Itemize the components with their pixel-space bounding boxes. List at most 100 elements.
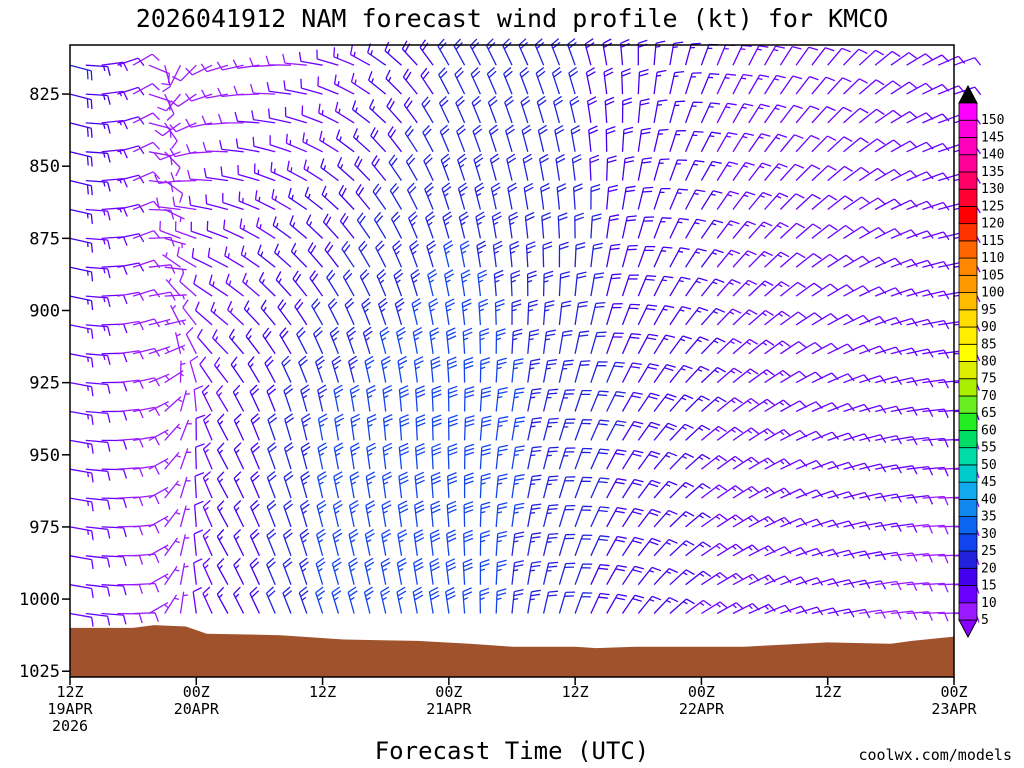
wind-barb-shaft: [272, 216, 292, 239]
wind-barb: [148, 429, 169, 441]
wind-barb-shaft: [364, 355, 375, 383]
wind-barb: [795, 518, 824, 528]
wind-barb-shaft: [313, 326, 324, 355]
wind-barb: [495, 416, 509, 441]
wind-barb-shaft: [764, 546, 792, 557]
wind-barb-shaft: [274, 243, 292, 268]
wind-barb-shaft: [684, 101, 703, 124]
wind-barb-shaft: [199, 356, 213, 383]
wind-barb-shaft: [732, 103, 754, 124]
wind-barb-shaft: [890, 523, 918, 533]
wind-barb: [333, 47, 355, 66]
colorbar-label: 130: [981, 182, 1004, 197]
wind-barb: [101, 148, 128, 159]
wind-barb: [811, 460, 840, 470]
wind-barb-shaft: [402, 68, 418, 95]
wind-barb: [294, 298, 308, 326]
wind-barb-shaft: [431, 414, 442, 441]
wind-barb: [447, 414, 458, 441]
wind-barb: [132, 53, 160, 66]
wind-barb-shaft: [117, 233, 145, 243]
wind-barb-shaft: [485, 38, 497, 66]
wind-barb-shaft: [179, 272, 197, 297]
wind-barb: [495, 357, 507, 383]
wind-barb: [133, 582, 160, 593]
wind-barb: [338, 184, 355, 210]
wind-barb-shaft: [270, 162, 292, 182]
wind-barb-shaft: [827, 254, 855, 268]
wind-barb-shaft: [569, 95, 580, 124]
chart-title: 2026041912 NAM forecast wind profile (kt…: [136, 4, 889, 33]
colorbar-swatch: [958, 361, 978, 380]
wind-barb: [590, 419, 610, 441]
wind-barb: [282, 557, 293, 585]
wind-barb: [764, 74, 786, 95]
wind-barb-shaft: [309, 270, 324, 297]
wind-barb-shaft: [348, 528, 359, 556]
wind-barb-shaft: [653, 597, 679, 614]
wind-barb: [700, 219, 724, 239]
wind-barb: [133, 465, 160, 475]
wind-barb: [356, 212, 371, 239]
wind-barb: [906, 171, 934, 182]
wind-barb-shaft: [859, 609, 886, 619]
wind-barb: [716, 397, 743, 413]
wind-barb: [193, 500, 204, 527]
wind-barb: [242, 272, 260, 297]
wind-barb: [542, 359, 558, 383]
wind-barb: [874, 228, 902, 239]
colorbar-label: 75: [981, 372, 997, 387]
wind-barb: [732, 573, 760, 586]
wind-barb-shaft: [117, 437, 144, 448]
wind-barb-shaft: [331, 557, 342, 585]
wind-barb-shaft: [669, 335, 692, 355]
wind-barb: [621, 97, 632, 123]
wind-barb: [373, 211, 387, 239]
wind-barb: [367, 43, 387, 66]
wind-barb: [300, 442, 311, 470]
wind-barb: [526, 270, 537, 297]
wind-barb: [637, 275, 657, 297]
wind-barb-shaft: [551, 66, 562, 95]
wind-barb: [492, 240, 503, 268]
wind-barb-shaft: [267, 442, 277, 470]
wind-barb: [415, 385, 426, 412]
wind-barb: [574, 330, 590, 354]
wind-barb-shaft: [748, 280, 774, 297]
wind-barb-shaft: [333, 47, 355, 66]
wind-barb: [133, 553, 160, 564]
wind-barb-shaft: [358, 240, 371, 268]
wind-barb: [637, 595, 662, 614]
x-tick-label: 2026: [52, 717, 88, 735]
wind-barb: [669, 540, 695, 557]
wind-barb-shaft: [584, 38, 595, 66]
wind-barb: [445, 558, 457, 585]
wind-barb: [621, 420, 644, 441]
wind-barb: [669, 481, 695, 499]
wind-barb-shaft: [906, 436, 934, 447]
wind-barb-shaft: [716, 426, 743, 441]
wind-barb-shaft: [117, 467, 144, 477]
wind-barb-shaft: [669, 598, 695, 614]
wind-barb-shaft: [527, 589, 541, 614]
wind-barb: [315, 586, 325, 614]
wind-barb: [284, 106, 307, 124]
wind-barb-shaft: [906, 53, 934, 66]
wind-barb-shaft: [511, 445, 525, 470]
wind-barb: [148, 515, 169, 528]
wind-barb-shaft: [85, 439, 111, 452]
wind-barb: [202, 499, 213, 528]
wind-barb: [85, 584, 111, 597]
wind-barb-shaft: [132, 83, 160, 95]
colorbar-swatch: [958, 567, 978, 586]
wind-barb: [795, 223, 822, 239]
wind-barb: [621, 478, 644, 499]
wind-barb-shaft: [537, 124, 548, 152]
wind-barb: [277, 299, 292, 326]
wind-barb-shaft: [701, 513, 728, 528]
wind-barb: [233, 442, 245, 470]
wind-barb: [85, 612, 111, 626]
wind-barb-shaft: [423, 153, 434, 181]
wind-barb: [590, 183, 601, 210]
wind-barb: [495, 502, 508, 527]
